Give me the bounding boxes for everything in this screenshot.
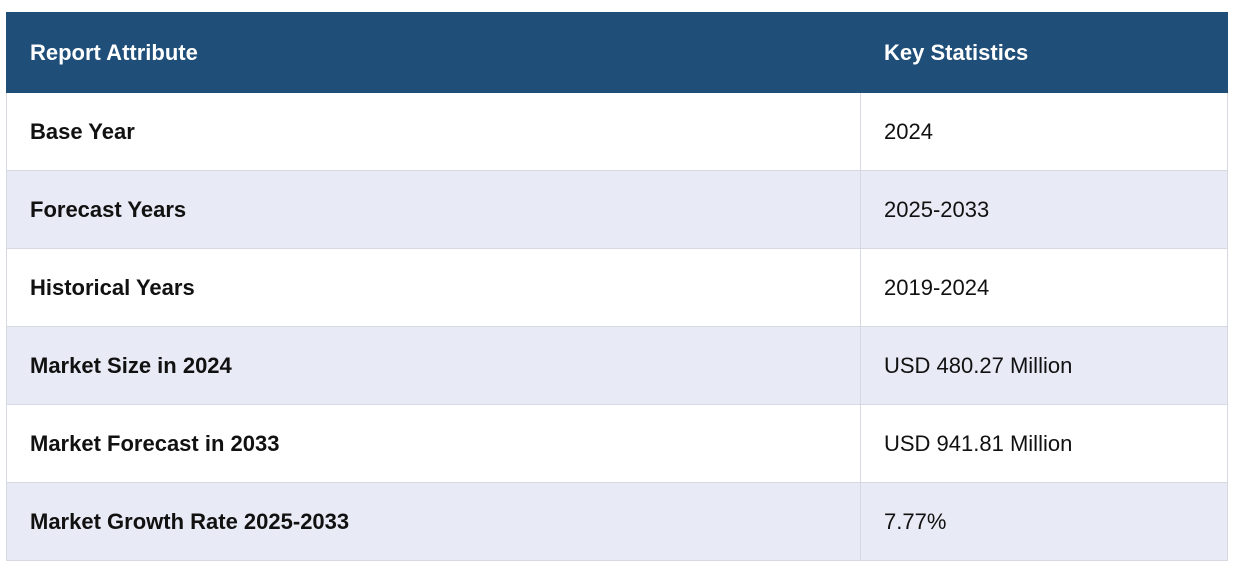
row-attribute-cell: Forecast Years	[6, 170, 861, 249]
row-value-cell: 7.77%	[860, 482, 1228, 561]
row-value-cell: USD 941.81 Million	[860, 404, 1228, 483]
table-row: Market Size in 2024 USD 480.27 Million	[6, 326, 1228, 405]
row-attribute-cell: Market Forecast in 2033	[6, 404, 861, 483]
row-value-cell: USD 480.27 Million	[860, 326, 1228, 405]
column-header-report-attribute: Report Attribute	[6, 12, 861, 93]
row-value-cell: 2024	[860, 92, 1228, 171]
row-attribute-cell: Historical Years	[6, 248, 861, 327]
table-header-row: Report Attribute Key Statistics	[6, 12, 1228, 93]
table-row: Historical Years 2019-2024	[6, 248, 1228, 327]
row-attribute-cell: Market Size in 2024	[6, 326, 861, 405]
row-attribute-cell: Base Year	[6, 92, 861, 171]
report-table: Report Attribute Key Statistics Base Yea…	[6, 12, 1228, 561]
row-value-cell: 2025-2033	[860, 170, 1228, 249]
row-value-cell: 2019-2024	[860, 248, 1228, 327]
row-attribute-cell: Market Growth Rate 2025-2033	[6, 482, 861, 561]
report-table-container: Report Attribute Key Statistics Base Yea…	[6, 12, 1228, 561]
table-row: Market Growth Rate 2025-2033 7.77%	[6, 482, 1228, 561]
table-row: Base Year 2024	[6, 92, 1228, 171]
table-row: Market Forecast in 2033 USD 941.81 Milli…	[6, 404, 1228, 483]
column-header-key-statistics: Key Statistics	[860, 12, 1228, 93]
table-row: Forecast Years 2025-2033	[6, 170, 1228, 249]
